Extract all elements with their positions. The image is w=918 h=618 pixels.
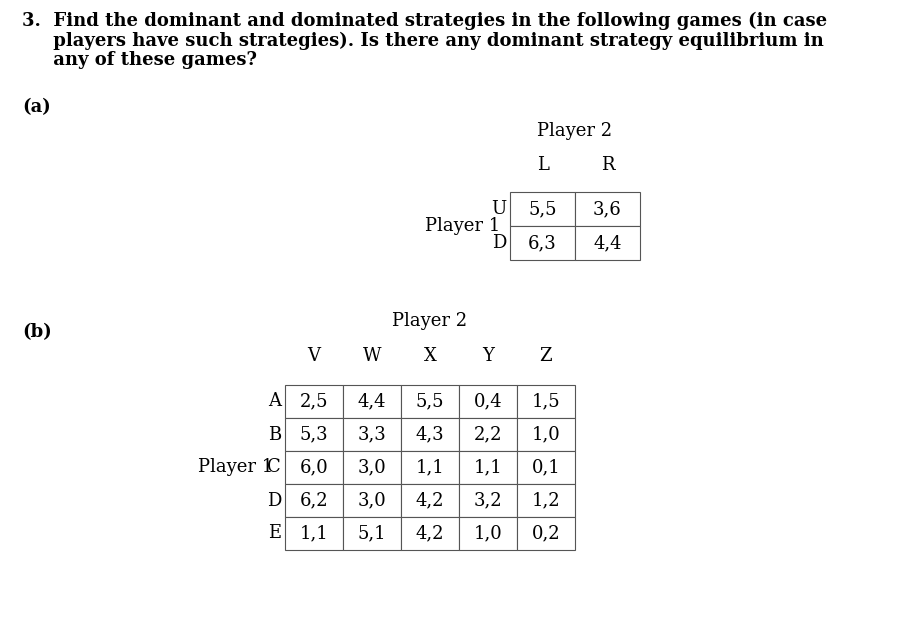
- Text: U: U: [491, 200, 506, 218]
- Text: 0,2: 0,2: [532, 525, 560, 543]
- Text: Player 1: Player 1: [425, 217, 500, 235]
- Text: 1,2: 1,2: [532, 491, 560, 509]
- Bar: [285, 484, 343, 517]
- Text: Player 2: Player 2: [392, 312, 467, 330]
- Bar: [401, 451, 459, 484]
- Text: B: B: [268, 426, 281, 444]
- Text: 6,2: 6,2: [299, 491, 329, 509]
- Text: Player 1: Player 1: [197, 459, 273, 476]
- Bar: [343, 385, 401, 418]
- Bar: [517, 385, 575, 418]
- Text: 2,5: 2,5: [300, 392, 329, 410]
- Text: R: R: [600, 156, 614, 174]
- Text: 3,3: 3,3: [358, 426, 386, 444]
- Bar: [517, 484, 575, 517]
- Text: 2,2: 2,2: [474, 426, 502, 444]
- Text: 3,0: 3,0: [358, 459, 386, 476]
- Bar: [343, 418, 401, 451]
- Text: 6,0: 6,0: [299, 459, 329, 476]
- Text: 4,3: 4,3: [416, 426, 444, 444]
- Bar: [459, 451, 517, 484]
- Bar: [285, 385, 343, 418]
- Text: 3,0: 3,0: [358, 491, 386, 509]
- Bar: [517, 517, 575, 550]
- Bar: [401, 418, 459, 451]
- Text: D: D: [492, 234, 506, 252]
- Bar: [575, 226, 640, 260]
- Text: 5,5: 5,5: [528, 200, 556, 218]
- Bar: [510, 192, 575, 226]
- Text: V: V: [308, 347, 320, 365]
- Bar: [459, 517, 517, 550]
- Bar: [343, 484, 401, 517]
- Text: 4,4: 4,4: [593, 234, 621, 252]
- Text: 1,5: 1,5: [532, 392, 560, 410]
- Text: E: E: [268, 525, 281, 543]
- Bar: [343, 451, 401, 484]
- Text: 6,3: 6,3: [528, 234, 557, 252]
- Bar: [343, 517, 401, 550]
- Text: 4,2: 4,2: [416, 491, 444, 509]
- Text: 1,1: 1,1: [474, 459, 502, 476]
- Text: Z: Z: [540, 347, 553, 365]
- Text: 0,4: 0,4: [474, 392, 502, 410]
- Text: 3,6: 3,6: [593, 200, 621, 218]
- Bar: [575, 192, 640, 226]
- Text: D: D: [266, 491, 281, 509]
- Text: 4,4: 4,4: [358, 392, 386, 410]
- Text: Player 2: Player 2: [537, 122, 612, 140]
- Text: 3,2: 3,2: [474, 491, 502, 509]
- Text: 1,1: 1,1: [299, 525, 329, 543]
- Bar: [459, 385, 517, 418]
- Bar: [510, 226, 575, 260]
- Bar: [285, 451, 343, 484]
- Bar: [401, 517, 459, 550]
- Bar: [285, 517, 343, 550]
- Text: 4,2: 4,2: [416, 525, 444, 543]
- Bar: [401, 484, 459, 517]
- Text: Y: Y: [482, 347, 494, 365]
- Text: 5,5: 5,5: [416, 392, 444, 410]
- Text: A: A: [268, 392, 281, 410]
- Text: 1,0: 1,0: [532, 426, 560, 444]
- Text: (b): (b): [22, 323, 51, 341]
- Bar: [401, 385, 459, 418]
- Text: W: W: [363, 347, 381, 365]
- Text: 1,1: 1,1: [416, 459, 444, 476]
- Text: X: X: [423, 347, 436, 365]
- Bar: [285, 418, 343, 451]
- Text: (a): (a): [22, 98, 50, 116]
- Text: 5,1: 5,1: [358, 525, 386, 543]
- Text: 5,3: 5,3: [299, 426, 329, 444]
- Bar: [459, 418, 517, 451]
- Text: 1,0: 1,0: [474, 525, 502, 543]
- Text: players have such strategies). Is there any dominant strategy equilibrium in: players have such strategies). Is there …: [22, 32, 823, 50]
- Text: 3.  Find the dominant and dominated strategies in the following games (in case: 3. Find the dominant and dominated strat…: [22, 12, 827, 30]
- Text: L: L: [536, 156, 548, 174]
- Bar: [517, 418, 575, 451]
- Bar: [459, 484, 517, 517]
- Text: C: C: [267, 459, 281, 476]
- Text: 0,1: 0,1: [532, 459, 560, 476]
- Bar: [517, 451, 575, 484]
- Text: any of these games?: any of these games?: [22, 51, 257, 69]
